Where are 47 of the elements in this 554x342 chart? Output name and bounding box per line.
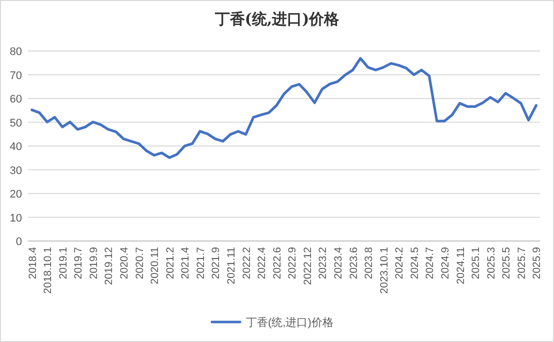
- x-tick-label: 2025.9: [531, 246, 544, 280]
- x-tick-label: 2018.4: [26, 246, 39, 280]
- y-tick-label: 40: [10, 141, 22, 153]
- x-tick-label: 2023.2: [317, 246, 330, 280]
- y-tick-label: 80: [10, 46, 22, 58]
- x-tick-label: 2021.7: [194, 246, 207, 280]
- line-series: [30, 57, 538, 159]
- x-tick-label: 2024.2: [394, 246, 406, 280]
- x-tick-label: 2022.2: [240, 246, 253, 280]
- x-tick-label: 2024.5: [408, 246, 421, 280]
- y-tick-label: 70: [10, 70, 22, 82]
- y-tick-label: 10: [10, 212, 22, 224]
- x-tick-label: 2024.9: [439, 246, 452, 280]
- x-tick-label: 2022.9: [286, 246, 299, 280]
- x-tick-label: 2023.10.1: [378, 246, 390, 294]
- y-tick-label: 30: [10, 164, 22, 177]
- x-tick-label: 2023.8: [363, 246, 376, 280]
- x-tick-label: 2021.4: [180, 246, 192, 280]
- chart-title: 丁香(统,进口)价格: [214, 10, 340, 28]
- y-tick-label: 50: [10, 117, 22, 130]
- x-tick-label: 2025.5: [500, 246, 513, 280]
- legend: 丁香(统,进口)价格: [210, 317, 334, 329]
- legend-label: 丁香(统,进口)价格: [246, 316, 334, 329]
- x-tick-label: 2019.9: [88, 246, 100, 280]
- x-tick-label: 2021.9: [210, 246, 222, 280]
- y-tick-label: 20: [10, 188, 22, 200]
- x-tick-label: 2024.11: [454, 246, 467, 284]
- x-tick-label: 2019.7: [72, 246, 85, 280]
- x-tick-label: 2022.12: [302, 246, 314, 285]
- x-tick-label: 2019.12: [103, 246, 116, 285]
- x-tick-label: 2018.10.1: [42, 246, 54, 294]
- x-tick-label: 2021.11: [226, 246, 238, 284]
- y-tick-label: 0: [16, 236, 22, 248]
- x-tick-label: 2020.11: [149, 246, 162, 284]
- x-tick-label: 2023.4: [332, 246, 344, 280]
- x-tick-label: 2020.4: [118, 246, 131, 280]
- x-tick-label: 2022.4: [256, 246, 268, 280]
- x-tick-label: 2025.1: [470, 246, 482, 280]
- x-tick-label: 2019.1: [57, 246, 70, 280]
- y-tick-label: 60: [10, 94, 22, 106]
- x-tick-label: 2025.7: [516, 246, 528, 280]
- x-tick-label: 2025.3: [485, 246, 498, 280]
- x-tick-label: 2020.7: [134, 246, 146, 280]
- x-tick-label: 2022.6: [271, 246, 284, 280]
- x-tick-label: 2024.7: [424, 246, 436, 280]
- x-tick-label: 2021.2: [164, 246, 176, 280]
- x-tick-label: 2023.6: [348, 246, 360, 280]
